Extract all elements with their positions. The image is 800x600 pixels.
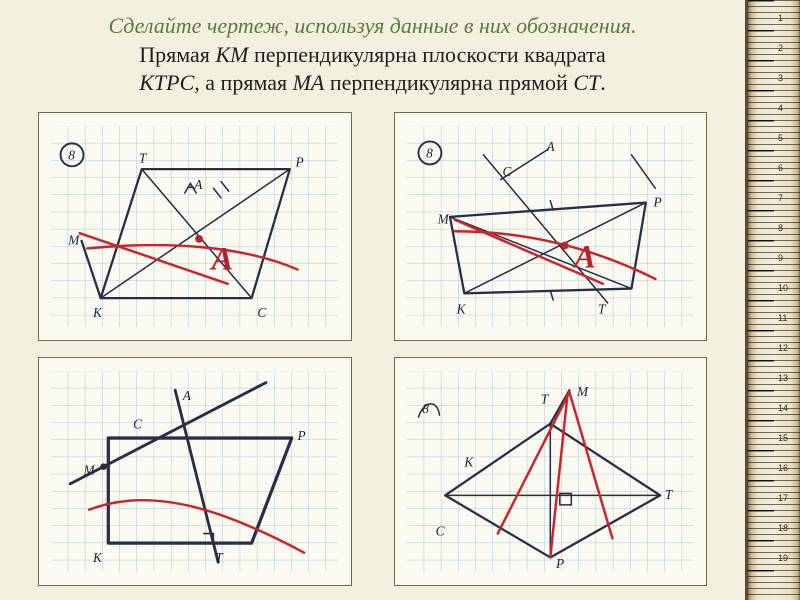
ruler-strip: 12345678910111213141516171819: [745, 0, 800, 600]
ruler-tick-label: 9: [778, 253, 783, 263]
panel-bottom-right: T M T K C P 8: [394, 357, 708, 586]
ruler-tick-label: 7: [778, 193, 783, 203]
ruler-tick-label: 19: [778, 553, 788, 563]
sketch-tl: 8 T P M K C A A: [51, 122, 338, 331]
ruler-tick-label: 3: [778, 73, 783, 83]
svg-text:C: C: [258, 305, 268, 320]
svg-text:P: P: [555, 556, 564, 571]
ruler-tick-label: 16: [778, 463, 788, 473]
svg-text:A: A: [182, 388, 192, 403]
svg-text:M: M: [68, 232, 81, 247]
heading-line-2: Прямая KM перпендикулярна плоскости квад…: [18, 41, 727, 70]
svg-text:C: C: [502, 164, 512, 179]
panel-grid: 8 T P M K C A A: [18, 112, 727, 586]
svg-text:K: K: [92, 305, 103, 320]
svg-text:P: P: [652, 194, 661, 209]
ruler-tick-label: 1: [778, 13, 783, 23]
svg-text:K: K: [463, 455, 474, 470]
ruler-tick-label: 10: [778, 283, 788, 293]
svg-text:M: M: [576, 384, 589, 399]
svg-text:A: A: [545, 139, 555, 154]
panel-bottom-left: A C P M K T: [38, 357, 352, 586]
ruler-tick-label: 4: [778, 103, 783, 113]
svg-text:P: P: [295, 154, 304, 169]
svg-text:M: M: [437, 211, 450, 226]
heading-line-3: KTPC, а прямая MA перпендикулярна прямой…: [18, 69, 727, 98]
ruler-tick-label: 14: [778, 403, 788, 413]
ruler-tick-label: 17: [778, 493, 788, 503]
ruler-tick-label: 8: [778, 223, 783, 233]
svg-text:A: A: [210, 241, 234, 277]
ruler-tick-label: 12: [778, 343, 788, 353]
svg-text:C: C: [436, 523, 446, 538]
sketch-br: T M T K C P 8: [407, 367, 694, 576]
ruler-numbers: 12345678910111213141516171819: [778, 0, 798, 600]
svg-text:A: A: [572, 239, 596, 275]
ruler-tick-label: 11: [778, 313, 787, 323]
svg-text:A: A: [194, 177, 204, 192]
ruler-tick-label: 15: [778, 433, 788, 443]
svg-text:K: K: [456, 301, 467, 316]
panel-top-left: 8 T P M K C A A: [38, 112, 352, 341]
ruler-tick-label: 2: [778, 43, 783, 53]
ruler-tick-label: 6: [778, 163, 783, 173]
svg-text:8: 8: [426, 146, 433, 161]
sketch-bl: A C P M K T: [51, 367, 338, 576]
svg-text:C: C: [134, 416, 144, 431]
svg-text:K: K: [92, 550, 103, 565]
heading-line-1: Сделайте чертеж, используя данные в них …: [18, 12, 727, 41]
heading-block: Сделайте чертеж, используя данные в них …: [18, 12, 727, 98]
slide-page: Сделайте чертеж, используя данные в них …: [0, 0, 745, 600]
ruler-tick-label: 13: [778, 373, 788, 383]
ruler-tick-label: 18: [778, 523, 788, 533]
svg-text:8: 8: [69, 147, 76, 162]
panel-top-right: 8 C A P M K T A: [394, 112, 708, 341]
sketch-tr: 8 C A P M K T A: [407, 122, 694, 331]
ruler-tick-label: 5: [778, 133, 783, 143]
svg-text:M: M: [83, 462, 96, 477]
svg-text:P: P: [297, 428, 306, 443]
